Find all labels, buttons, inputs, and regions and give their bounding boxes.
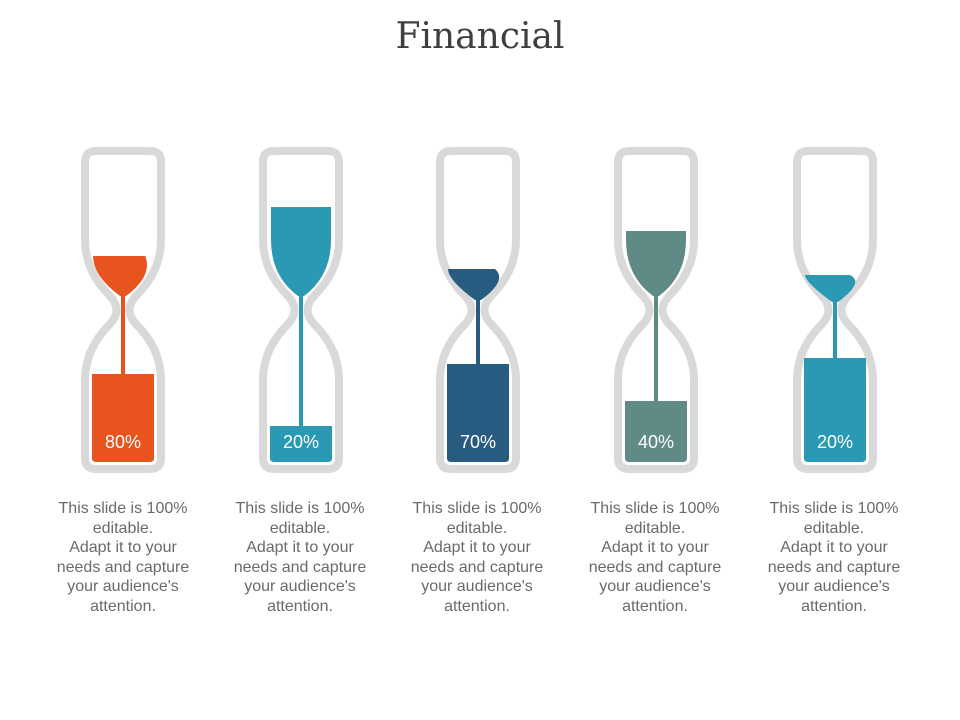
caption-line: your audience's bbox=[599, 578, 711, 595]
caption-line: needs and capture bbox=[767, 558, 901, 576]
lower-sand bbox=[625, 401, 687, 462]
caption-line: attention. bbox=[444, 597, 510, 615]
percent-label: 80% bbox=[104, 432, 142, 452]
caption-line: attention. bbox=[622, 597, 688, 615]
hourglass-1: 80% bbox=[80, 146, 170, 476]
upper-sand bbox=[448, 269, 500, 300]
caption-line: your audience's bbox=[244, 578, 356, 595]
hourglass-graphic bbox=[81, 147, 165, 473]
caption-line: editable. bbox=[624, 519, 686, 537]
hourglass-graphic bbox=[436, 147, 520, 473]
caption-4: This slide is 100% editable. Adapt it to y… bbox=[580, 499, 730, 616]
sand-stream bbox=[654, 294, 658, 403]
sand-stream bbox=[121, 294, 125, 376]
sand-stream bbox=[476, 298, 480, 366]
hourglass-graphic bbox=[259, 147, 343, 473]
caption-line: your audience's bbox=[67, 578, 179, 595]
caption-line: Adapt it to your bbox=[69, 539, 177, 556]
slide-title: Financial bbox=[395, 16, 565, 57]
upper-sand bbox=[626, 231, 686, 296]
caption-line: This slide is 100% bbox=[235, 500, 365, 517]
hourglass-5: 20% bbox=[792, 146, 882, 476]
caption-line: Adapt it to your bbox=[601, 539, 709, 556]
caption-5: This slide is 100% editable. Adapt it to y… bbox=[759, 499, 909, 616]
sand-stream bbox=[299, 294, 303, 428]
hourglass-3: 70% bbox=[435, 146, 525, 476]
caption-line: attention. bbox=[90, 597, 156, 615]
caption-line: editable. bbox=[269, 519, 331, 537]
caption-line: editable. bbox=[446, 519, 508, 537]
percent-label: 20% bbox=[282, 432, 320, 452]
caption-line: Adapt it to your bbox=[423, 539, 531, 556]
caption-line: your audience's bbox=[778, 578, 890, 595]
caption-1: This slide is 100% editable. Adapt it to y… bbox=[48, 499, 198, 616]
upper-sand bbox=[271, 207, 331, 296]
caption-line: editable. bbox=[92, 519, 154, 537]
caption-line: editable. bbox=[803, 519, 865, 537]
caption-line: needs and capture bbox=[410, 558, 544, 576]
caption-line: attention. bbox=[801, 597, 867, 615]
caption-line: Adapt it to your bbox=[780, 539, 888, 556]
hourglass-graphic bbox=[614, 147, 698, 473]
caption-3: This slide is 100% editable. Adapt it to y… bbox=[402, 499, 552, 616]
caption-line: needs and capture bbox=[588, 558, 722, 576]
caption-line: needs and capture bbox=[233, 558, 367, 576]
hourglass-4: 40% bbox=[613, 146, 703, 476]
caption-line: attention. bbox=[267, 597, 333, 615]
upper-sand bbox=[93, 256, 147, 296]
lower-sand bbox=[270, 426, 332, 462]
caption-line: your audience's bbox=[421, 578, 533, 595]
hourglass-graphic bbox=[793, 147, 877, 473]
percent-label: 40% bbox=[637, 432, 675, 452]
caption-line: This slide is 100% bbox=[58, 500, 188, 517]
caption-line: Adapt it to your bbox=[246, 539, 354, 556]
lower-sand bbox=[92, 374, 154, 462]
lower-sand bbox=[804, 358, 866, 462]
caption-line: This slide is 100% bbox=[769, 500, 899, 517]
caption-line: needs and capture bbox=[56, 558, 190, 576]
caption-line: This slide is 100% bbox=[412, 500, 542, 517]
sand-stream bbox=[833, 300, 837, 360]
caption-2: This slide is 100% editable. Adapt it to y… bbox=[225, 499, 375, 616]
percent-label: 70% bbox=[459, 432, 497, 452]
hourglass-2: 20% bbox=[258, 146, 348, 476]
percent-label: 20% bbox=[816, 432, 854, 452]
lower-sand bbox=[447, 364, 509, 462]
caption-line: This slide is 100% bbox=[590, 500, 720, 517]
upper-sand bbox=[805, 275, 856, 302]
